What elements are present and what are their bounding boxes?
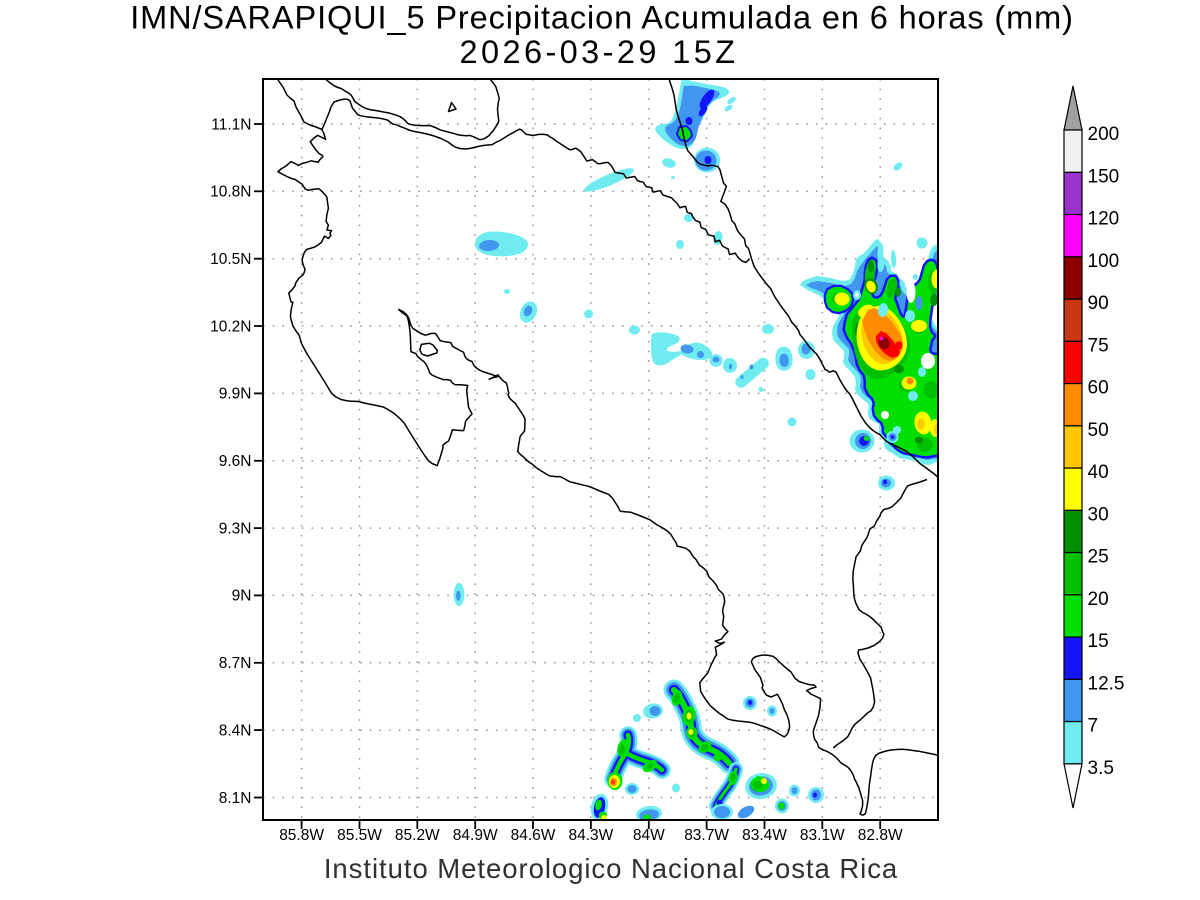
svg-text:85.8W: 85.8W (279, 827, 324, 844)
svg-text:120: 120 (1088, 209, 1120, 230)
svg-text:83.4W: 83.4W (742, 827, 787, 844)
svg-text:8.7N: 8.7N (219, 655, 252, 672)
svg-text:9.9N: 9.9N (219, 386, 252, 403)
svg-text:85.2W: 85.2W (395, 827, 440, 844)
svg-text:10.8N: 10.8N (210, 184, 251, 201)
svg-text:30: 30 (1088, 504, 1109, 525)
svg-text:3.5: 3.5 (1088, 758, 1114, 779)
svg-text:IMN/SARAPIQUI_5 Precipitacion: IMN/SARAPIQUI_5 Precipitacion Acumulada … (130, 0, 1074, 36)
svg-text:85.5W: 85.5W (337, 827, 382, 844)
svg-text:8.1N: 8.1N (219, 790, 252, 807)
svg-text:82.8W: 82.8W (858, 827, 903, 844)
svg-text:10.2N: 10.2N (210, 318, 251, 335)
svg-text:200: 200 (1088, 124, 1120, 145)
svg-text:8.4N: 8.4N (219, 722, 252, 739)
svg-text:40: 40 (1088, 462, 1109, 483)
svg-text:7: 7 (1088, 716, 1099, 737)
svg-text:12.5: 12.5 (1088, 673, 1125, 694)
svg-text:84.9W: 84.9W (453, 827, 498, 844)
svg-text:83.1W: 83.1W (800, 827, 845, 844)
svg-text:9N: 9N (232, 588, 252, 605)
svg-text:2026-03-29 15Z: 2026-03-29 15Z (460, 34, 739, 70)
svg-text:Instituto Meteorologico Nacion: Instituto Meteorologico Nacional Costa R… (324, 853, 898, 884)
svg-text:50: 50 (1088, 420, 1109, 441)
svg-text:75: 75 (1088, 335, 1109, 356)
svg-text:11.1N: 11.1N (211, 116, 251, 133)
svg-text:10.5N: 10.5N (210, 251, 251, 268)
svg-text:60: 60 (1088, 378, 1109, 399)
svg-text:20: 20 (1088, 589, 1109, 610)
svg-text:83.7W: 83.7W (684, 827, 729, 844)
svg-text:84.3W: 84.3W (568, 827, 613, 844)
svg-text:150: 150 (1088, 166, 1120, 187)
svg-text:9.3N: 9.3N (219, 520, 252, 537)
svg-text:84W: 84W (633, 827, 665, 844)
svg-text:9.6N: 9.6N (219, 453, 252, 470)
svg-text:100: 100 (1088, 251, 1120, 272)
svg-text:90: 90 (1088, 293, 1109, 314)
svg-text:25: 25 (1088, 547, 1109, 568)
svg-text:84.6W: 84.6W (511, 827, 556, 844)
svg-text:15: 15 (1088, 631, 1109, 652)
